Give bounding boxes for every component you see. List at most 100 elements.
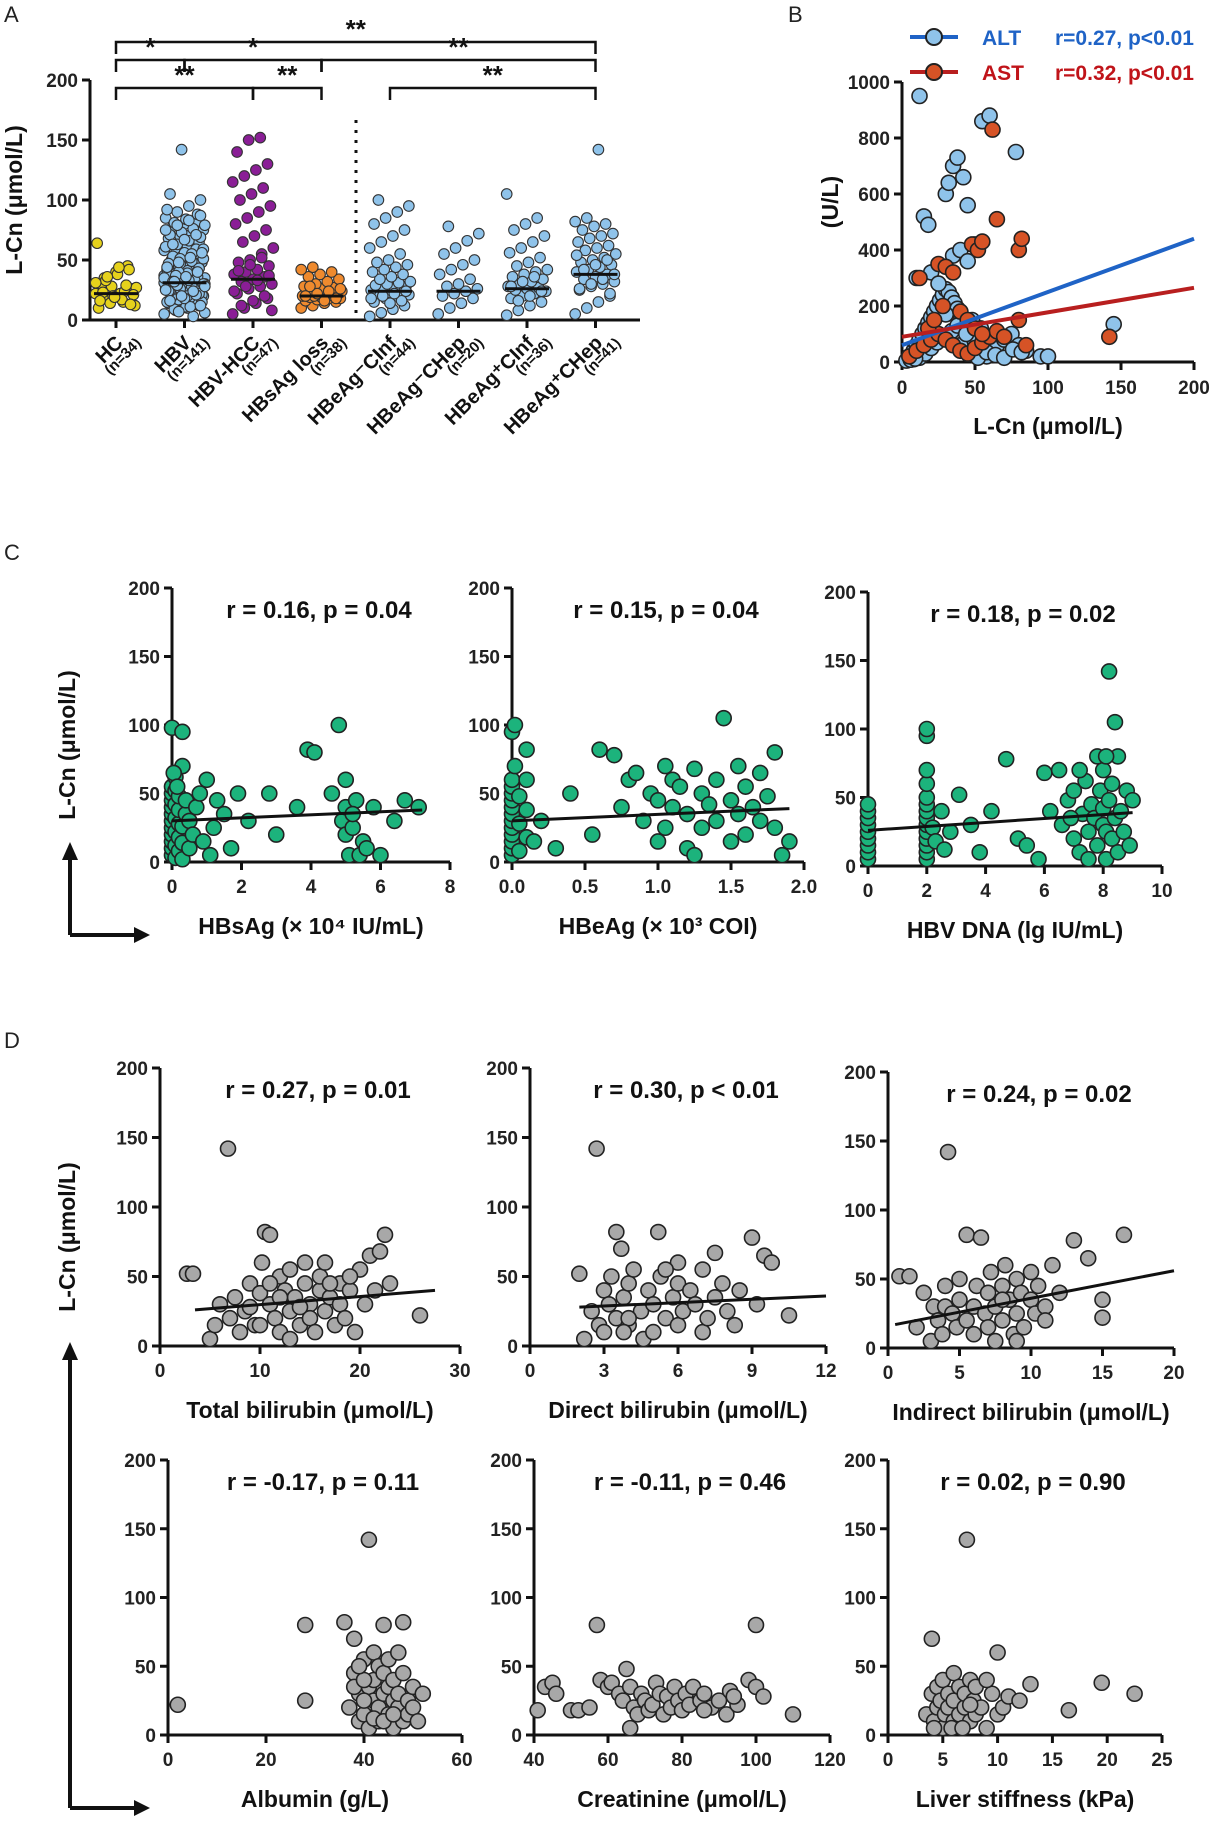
d4-x-tick-label: 60	[451, 1750, 472, 1771]
c3-point	[1106, 713, 1124, 731]
d1-point	[251, 1284, 269, 1302]
a-point	[528, 270, 541, 283]
a-point	[385, 270, 398, 283]
d3-y-tick-label: 50	[855, 1270, 876, 1291]
a-point	[500, 188, 513, 200]
d3-point	[1008, 1270, 1026, 1288]
c2-y-tick-label: 100	[468, 716, 500, 737]
d2-point	[706, 1244, 724, 1262]
d4-point	[394, 1613, 412, 1631]
a-point	[467, 292, 479, 305]
b-y-tick-label: 600	[858, 185, 890, 206]
d1-y-tick-label: 200	[116, 1059, 148, 1080]
d3-point	[1115, 1226, 1133, 1244]
d2-point	[682, 1282, 699, 1299]
d4-point	[169, 1696, 187, 1714]
legend-alt-label: ALT	[982, 27, 1021, 50]
d3-y-tick-label: 100	[844, 1201, 876, 1222]
d2-y-tick-label: 50	[497, 1268, 518, 1289]
d2-point	[657, 1309, 674, 1327]
d2-point	[620, 1275, 637, 1292]
d2-stat-annotation: r = 0.30, p < 0.01	[593, 1077, 778, 1104]
b-ast-point	[1101, 328, 1118, 346]
a-point	[161, 203, 173, 216]
a-point	[433, 268, 446, 281]
b-x-tick-label: 100	[1032, 378, 1064, 399]
d2-point	[699, 1309, 716, 1327]
c2-point	[686, 846, 703, 864]
a-point	[120, 279, 132, 292]
a-point	[461, 234, 474, 247]
c2-point	[562, 785, 579, 802]
b-y-tick-label: 200	[858, 297, 890, 318]
d2-point	[640, 1282, 657, 1299]
b-ast-point	[984, 121, 1001, 138]
c3-y-tick-label: 200	[824, 583, 856, 604]
b-ast-point	[1013, 230, 1031, 248]
d1-point	[356, 1296, 374, 1313]
a-point	[194, 299, 207, 312]
legend-ast-label: AST	[982, 62, 1024, 85]
c1-point	[372, 846, 389, 864]
d6-point	[1093, 1674, 1111, 1692]
a-point	[432, 308, 445, 320]
a-point	[196, 246, 208, 259]
a-point	[257, 182, 270, 194]
d4-stat-annotation: r = -0.17, p = 0.11	[227, 1469, 419, 1496]
d1-point	[371, 1243, 389, 1260]
d4-point	[350, 1657, 368, 1675]
a-point	[263, 260, 275, 272]
a-point	[158, 308, 171, 320]
c2-x-tick-label: 1.5	[718, 877, 745, 898]
c1-x-tick-label: 6	[375, 877, 386, 898]
a-point	[167, 238, 179, 251]
d1-y-tick-label: 50	[127, 1268, 148, 1289]
d2-point	[694, 1261, 711, 1278]
c2-point	[613, 798, 630, 816]
c2-point	[751, 764, 769, 782]
d4-point	[394, 1664, 412, 1682]
b-alt-point	[981, 107, 998, 124]
c2-x-tick-label: 0.0	[499, 877, 525, 898]
c3-point	[1112, 802, 1130, 820]
a-point	[512, 304, 525, 317]
b-alt-point	[911, 87, 928, 105]
d3-point	[936, 1277, 954, 1295]
d1-point	[219, 1140, 237, 1157]
d3-point	[986, 1332, 1004, 1350]
c2-point	[781, 833, 798, 850]
c2-point	[737, 778, 754, 795]
d1-y-tick-label: 100	[116, 1198, 148, 1219]
d2-point	[763, 1254, 781, 1271]
c3-point	[918, 789, 936, 806]
c2-x-tick-label: 2.0	[791, 877, 817, 898]
c2-point	[766, 744, 784, 761]
a-point	[258, 290, 271, 302]
a-point	[228, 285, 240, 298]
panel-d6-chart: 0 50 100 150 200 0 5 10 15 20 25 Liver stiffness (k…	[844, 1451, 1173, 1812]
d3-x-axis-label: Indirect bilirubin (μmol/L)	[892, 1399, 1169, 1425]
d2-fit-line	[579, 1294, 827, 1309]
a-significance-label: **	[346, 14, 367, 44]
a-point	[226, 176, 239, 188]
c2-x-tick-label: 0.5	[572, 877, 599, 898]
d2-point	[603, 1268, 620, 1285]
a-point	[325, 266, 338, 278]
d3-point	[1079, 1250, 1097, 1267]
panel-d3-chart: 0 50 100 150 200 0 5 10 15 20 Indirect bilirubin (…	[844, 1063, 1184, 1425]
c2-y-tick-label: 150	[468, 648, 500, 669]
c2-point	[506, 716, 524, 734]
d5-point	[695, 1685, 713, 1703]
d3-y-tick-label: 0	[865, 1339, 876, 1360]
c2-point	[686, 760, 703, 778]
a-significance-label: *	[248, 32, 259, 62]
c1-point	[168, 778, 186, 795]
c1-point	[205, 819, 222, 837]
d2-point	[575, 1330, 593, 1348]
b-x-tick-label: 200	[1178, 378, 1210, 399]
d1-point	[316, 1254, 334, 1271]
c3-point	[918, 720, 936, 738]
d2-point	[608, 1223, 625, 1241]
a-point	[372, 194, 385, 206]
